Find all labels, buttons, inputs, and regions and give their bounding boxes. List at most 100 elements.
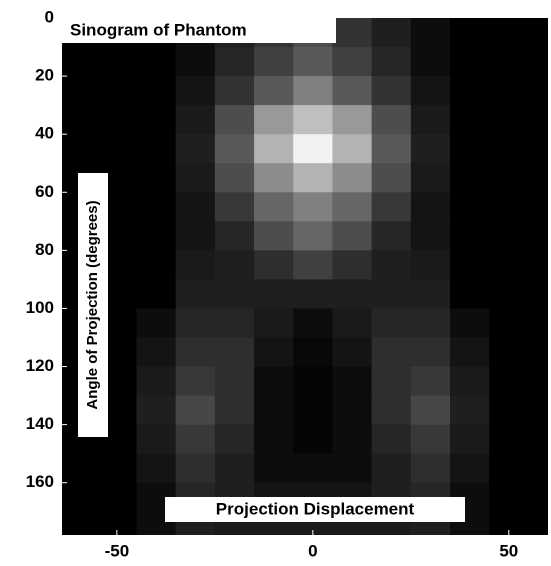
heat-cell bbox=[293, 453, 333, 484]
heat-cell bbox=[214, 192, 255, 222]
heat-cell bbox=[214, 134, 255, 164]
heat-cell bbox=[175, 192, 216, 222]
heatmap bbox=[62, 18, 548, 535]
heat-cell bbox=[293, 105, 333, 135]
heat-cell bbox=[410, 18, 451, 48]
xlabel-box bbox=[165, 497, 465, 522]
heat-cell bbox=[136, 163, 177, 193]
heat-cell bbox=[450, 453, 490, 484]
heat-cell bbox=[371, 366, 412, 397]
heat-cell bbox=[136, 250, 177, 280]
heat-cell bbox=[371, 105, 412, 135]
heat-cell bbox=[410, 192, 451, 222]
x-axis-label: Projection Displacement bbox=[216, 499, 415, 518]
heat-cell bbox=[528, 221, 548, 251]
heat-cell bbox=[293, 163, 333, 193]
heat-cell bbox=[450, 424, 490, 455]
heat-cell bbox=[528, 337, 548, 368]
heat-cell bbox=[528, 163, 548, 193]
heat-cell bbox=[489, 192, 529, 222]
heat-cell bbox=[410, 76, 451, 106]
heat-cell bbox=[450, 366, 490, 397]
heat-cell bbox=[528, 192, 548, 222]
heat-cell bbox=[528, 279, 548, 309]
heat-cell bbox=[332, 221, 373, 251]
heat-cell bbox=[97, 453, 137, 484]
heat-cell bbox=[136, 192, 177, 222]
ylabel-box bbox=[78, 173, 108, 437]
y-tick-label: 140 bbox=[26, 414, 54, 433]
heat-cell bbox=[528, 366, 548, 397]
heat-cell bbox=[489, 18, 529, 48]
heat-cell bbox=[214, 163, 255, 193]
heat-cell bbox=[254, 163, 294, 193]
heat-cell bbox=[214, 395, 255, 426]
heat-cell bbox=[450, 18, 490, 48]
heat-cell bbox=[254, 134, 294, 164]
heat-cell bbox=[175, 134, 216, 164]
heat-cell bbox=[332, 134, 373, 164]
y-tick-label: 0 bbox=[45, 7, 54, 26]
heat-cell bbox=[528, 18, 548, 48]
heat-cell bbox=[489, 221, 529, 251]
heat-cell bbox=[410, 308, 451, 338]
heat-cell bbox=[136, 453, 177, 484]
heat-cell bbox=[175, 337, 216, 368]
heat-cell bbox=[254, 76, 294, 106]
heat-cell bbox=[214, 250, 255, 280]
heat-cell bbox=[371, 47, 412, 77]
heat-cell bbox=[332, 163, 373, 193]
heat-cell bbox=[214, 337, 255, 368]
heat-cell bbox=[136, 105, 177, 135]
heat-cell bbox=[371, 424, 412, 455]
heat-cell bbox=[97, 47, 137, 77]
y-tick-label: 160 bbox=[26, 472, 54, 491]
heat-cell bbox=[214, 308, 255, 338]
y-tick-label: 40 bbox=[35, 124, 54, 143]
heat-cell bbox=[489, 250, 529, 280]
heat-cell bbox=[332, 76, 373, 106]
heat-cell bbox=[450, 395, 490, 426]
heat-cell bbox=[332, 192, 373, 222]
heat-cell bbox=[175, 163, 216, 193]
heat-cell bbox=[410, 134, 451, 164]
x-tick-label: 50 bbox=[499, 541, 518, 560]
heat-cell bbox=[254, 395, 294, 426]
heat-cell bbox=[214, 105, 255, 135]
heat-cell bbox=[136, 279, 177, 309]
labels: -50 0 50 0 20 40 60 80 100 120 140 160 Sinogram of P… bbox=[26, 7, 519, 560]
chart-title: Sinogram of Phantom bbox=[70, 20, 247, 39]
heat-cell bbox=[254, 424, 294, 455]
heat-cell bbox=[450, 308, 490, 338]
heat-cell bbox=[175, 395, 216, 426]
y-tick-label: 100 bbox=[26, 298, 54, 317]
heat-cell bbox=[528, 134, 548, 164]
heat-cell bbox=[528, 76, 548, 106]
heat-cell bbox=[528, 453, 548, 484]
heat-cell bbox=[214, 366, 255, 397]
heat-cell bbox=[371, 337, 412, 368]
heat-cell bbox=[293, 250, 333, 280]
heat-cell bbox=[489, 47, 529, 77]
heat-cell bbox=[450, 250, 490, 280]
heat-cell bbox=[97, 482, 137, 513]
heat-cell bbox=[214, 453, 255, 484]
heat-cell bbox=[450, 47, 490, 77]
heat-cell bbox=[528, 308, 548, 338]
heat-cell bbox=[293, 134, 333, 164]
heat-cell bbox=[254, 105, 294, 135]
heat-cell bbox=[175, 76, 216, 106]
y-tick-label: 20 bbox=[35, 66, 54, 85]
heat-cell bbox=[371, 18, 412, 48]
heat-cell bbox=[62, 105, 98, 135]
heat-cell bbox=[528, 424, 548, 455]
heat-cell bbox=[62, 134, 98, 164]
x-tick-label: -50 bbox=[105, 541, 130, 560]
heat-cell bbox=[97, 76, 137, 106]
heat-cell bbox=[489, 482, 529, 513]
heat-cell bbox=[254, 221, 294, 251]
heat-cell bbox=[450, 76, 490, 106]
heat-cell bbox=[136, 395, 177, 426]
y-tick-label: 80 bbox=[35, 240, 54, 259]
heat-cell bbox=[410, 453, 451, 484]
